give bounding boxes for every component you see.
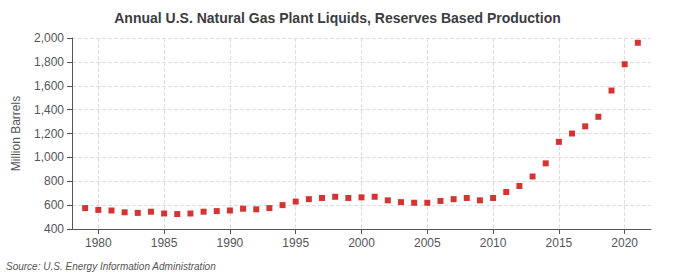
svg-text:1,200: 1,200 xyxy=(34,127,64,141)
svg-text:2020: 2020 xyxy=(611,236,638,250)
svg-text:1,600: 1,600 xyxy=(34,79,64,93)
svg-text:1,800: 1,800 xyxy=(34,55,64,69)
svg-text:600: 600 xyxy=(44,198,64,212)
svg-text:1990: 1990 xyxy=(217,236,244,250)
svg-text:2005: 2005 xyxy=(414,236,441,250)
svg-text:1985: 1985 xyxy=(151,236,178,250)
svg-text:400: 400 xyxy=(44,222,64,236)
svg-text:1,400: 1,400 xyxy=(34,103,64,117)
svg-text:1,000: 1,000 xyxy=(34,150,64,164)
svg-text:Annual U.S. Natural Gas Plant: Annual U.S. Natural Gas Plant Liquids, R… xyxy=(114,10,561,26)
svg-text:800: 800 xyxy=(44,174,64,188)
svg-text:Source: U.S. Energy Informatio: Source: U.S. Energy Information Administ… xyxy=(6,261,216,272)
svg-text:2,000: 2,000 xyxy=(34,31,64,45)
svg-text:2010: 2010 xyxy=(480,236,507,250)
svg-text:Million Barrels: Million Barrels xyxy=(9,96,23,171)
svg-text:2000: 2000 xyxy=(348,236,375,250)
svg-text:2015: 2015 xyxy=(546,236,573,250)
svg-text:1995: 1995 xyxy=(282,236,309,250)
svg-text:1980: 1980 xyxy=(85,236,112,250)
